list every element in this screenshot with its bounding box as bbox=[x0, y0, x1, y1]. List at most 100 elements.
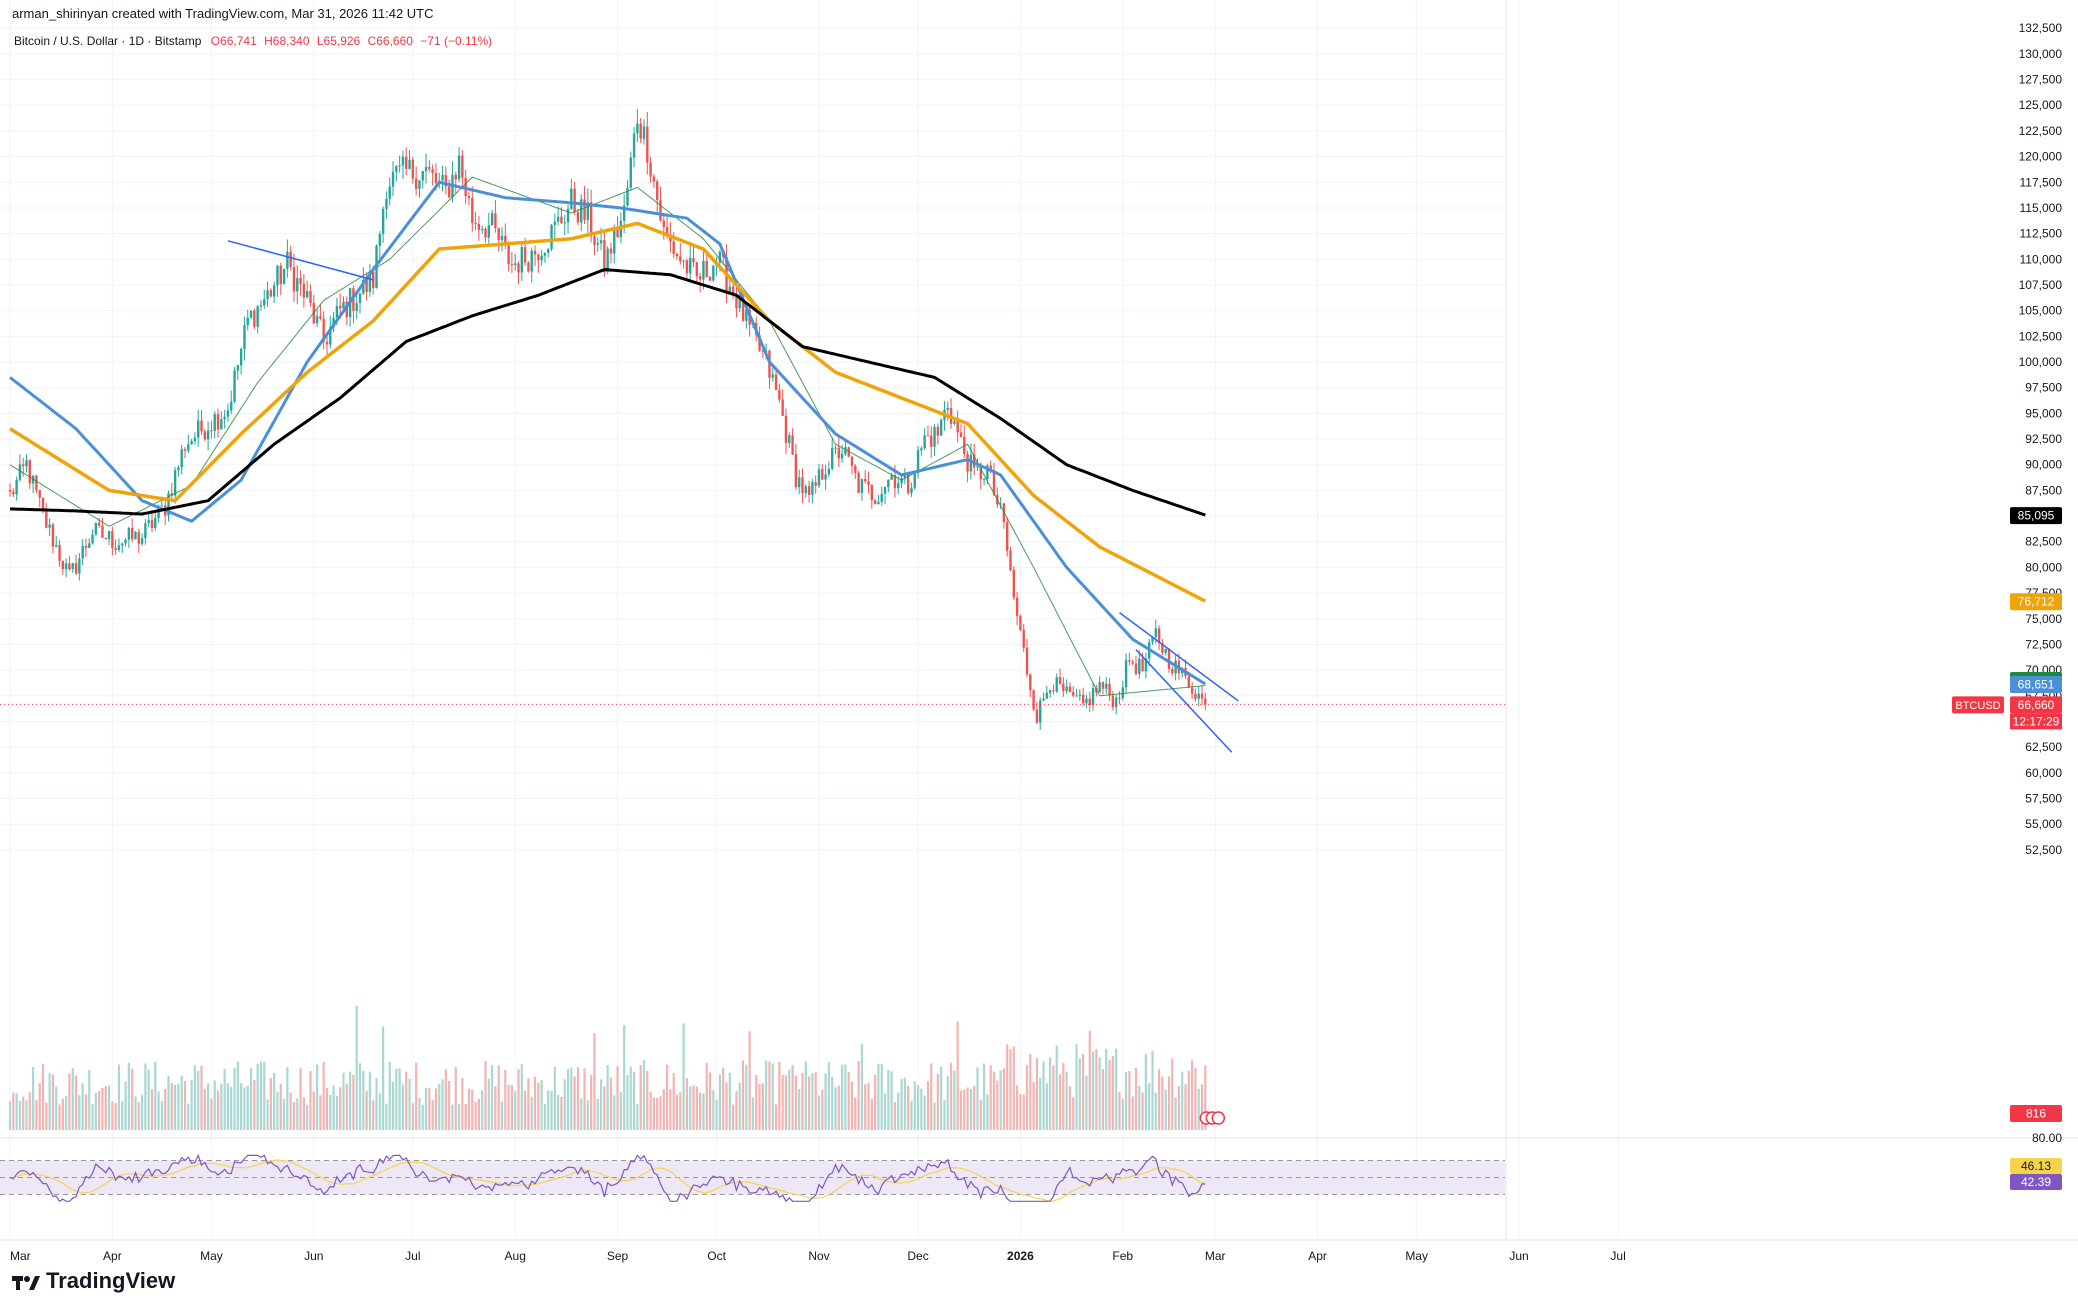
volume-bar bbox=[725, 1082, 728, 1130]
volume-bar bbox=[490, 1065, 494, 1130]
rsi-line bbox=[9, 1153, 1206, 1203]
volume-bar bbox=[537, 1082, 540, 1130]
candle-body bbox=[1121, 687, 1124, 699]
candle-body bbox=[200, 420, 203, 432]
volume-bar bbox=[570, 1067, 573, 1130]
candle-body bbox=[850, 456, 854, 466]
volume-bar bbox=[345, 1083, 348, 1130]
candle-body bbox=[140, 538, 144, 544]
volume-bar bbox=[88, 1070, 91, 1130]
volume-bar bbox=[1115, 1048, 1118, 1130]
candle-body bbox=[933, 426, 936, 447]
candle-body bbox=[467, 195, 471, 198]
candle-body bbox=[487, 225, 490, 238]
volume-bar bbox=[487, 1078, 490, 1130]
candle-body bbox=[778, 390, 781, 400]
volume-bar bbox=[203, 1088, 206, 1130]
candle-body bbox=[1055, 677, 1058, 692]
volume-bar bbox=[266, 1099, 269, 1130]
candle-body bbox=[490, 213, 494, 226]
volume-bar bbox=[1068, 1086, 1072, 1130]
volume-bar bbox=[973, 1085, 976, 1130]
volume-bar bbox=[335, 1095, 338, 1130]
candle-body bbox=[1161, 643, 1164, 653]
candle-body bbox=[807, 486, 811, 495]
candle-body bbox=[286, 251, 289, 269]
candle-body bbox=[256, 306, 259, 327]
candle-body bbox=[28, 460, 32, 484]
volume-bar bbox=[748, 1031, 751, 1130]
volume-bar bbox=[391, 1081, 395, 1130]
symbol-name[interactable]: Bitcoin / U.S. Dollar · 1D · Bitstamp bbox=[14, 34, 202, 48]
candle-body bbox=[540, 255, 543, 261]
volume-bar bbox=[1187, 1070, 1190, 1130]
candle-body bbox=[292, 267, 296, 292]
volume-bar bbox=[781, 1074, 784, 1130]
price-badges: 85,09576,71269,03768,65166,66012:17:29BT… bbox=[1199, 507, 2062, 1190]
volume-bar bbox=[150, 1089, 154, 1130]
candle-body bbox=[41, 497, 45, 511]
candle-body bbox=[550, 224, 553, 250]
volume-bar bbox=[910, 1101, 913, 1130]
candle-body bbox=[507, 242, 510, 265]
volume-bar bbox=[1121, 1098, 1124, 1130]
volume-bar bbox=[679, 1092, 682, 1130]
volume-bar bbox=[41, 1063, 45, 1130]
candle-body bbox=[424, 166, 428, 172]
candle-body bbox=[883, 487, 887, 494]
candle-body bbox=[461, 155, 464, 178]
candle-body bbox=[982, 478, 986, 480]
volume-bar bbox=[583, 1068, 586, 1130]
candle-body bbox=[114, 548, 117, 550]
candle-body bbox=[543, 252, 547, 256]
volume-bar bbox=[636, 1104, 639, 1130]
volume-bar bbox=[560, 1096, 563, 1130]
candle-body bbox=[342, 301, 345, 309]
volume-bar bbox=[401, 1084, 405, 1130]
volume-bar bbox=[309, 1071, 312, 1130]
volume-bar bbox=[1157, 1069, 1161, 1130]
symbol-line: Bitcoin / U.S. Dollar · 1D · Bitstamp O6… bbox=[14, 34, 492, 48]
volume-bar bbox=[708, 1072, 712, 1130]
candle-body bbox=[900, 477, 903, 484]
volume-bar bbox=[177, 1083, 180, 1130]
countdown-label: 12:17:29 bbox=[2013, 714, 2060, 728]
volume-bar bbox=[718, 1074, 722, 1130]
candle-body bbox=[1204, 698, 1207, 705]
candle-body bbox=[457, 155, 461, 180]
y-tick-label: 102,500 bbox=[2019, 329, 2063, 343]
candle-body bbox=[266, 290, 269, 300]
volume-bar bbox=[649, 1091, 652, 1130]
volume-bar bbox=[240, 1083, 243, 1130]
volume-bar bbox=[1177, 1086, 1181, 1130]
y-tick-label: 57,500 bbox=[2025, 792, 2062, 806]
candle-body bbox=[939, 419, 943, 436]
tradingview-logo-text: TradingView bbox=[46, 1268, 176, 1293]
candle-body bbox=[1025, 647, 1029, 675]
volume-bar bbox=[233, 1068, 236, 1130]
volume-bar bbox=[966, 1087, 969, 1130]
volume-bar bbox=[996, 1080, 999, 1130]
tradingview-logo[interactable]: TradingView bbox=[12, 1268, 175, 1294]
volume-bar bbox=[1012, 1046, 1015, 1130]
volume-bar bbox=[249, 1068, 253, 1130]
candle-body bbox=[784, 415, 788, 443]
candle-body bbox=[190, 440, 193, 445]
volume-bar bbox=[312, 1091, 315, 1130]
volume-bar bbox=[253, 1079, 256, 1130]
candle-body bbox=[167, 493, 170, 516]
candle-body bbox=[675, 253, 679, 257]
y-tick-label: 87,500 bbox=[2025, 483, 2062, 497]
volume-bar bbox=[137, 1102, 140, 1130]
volume-bar bbox=[778, 1061, 781, 1130]
candle-body bbox=[596, 243, 599, 245]
volume-bar bbox=[296, 1098, 299, 1130]
candle-body bbox=[1167, 648, 1171, 669]
volume-bar bbox=[448, 1080, 451, 1130]
candle-body bbox=[629, 157, 632, 188]
trendline bbox=[227, 240, 374, 281]
volume-bar bbox=[259, 1061, 263, 1130]
candle-body bbox=[84, 545, 88, 548]
volume-bar bbox=[1029, 1054, 1032, 1130]
